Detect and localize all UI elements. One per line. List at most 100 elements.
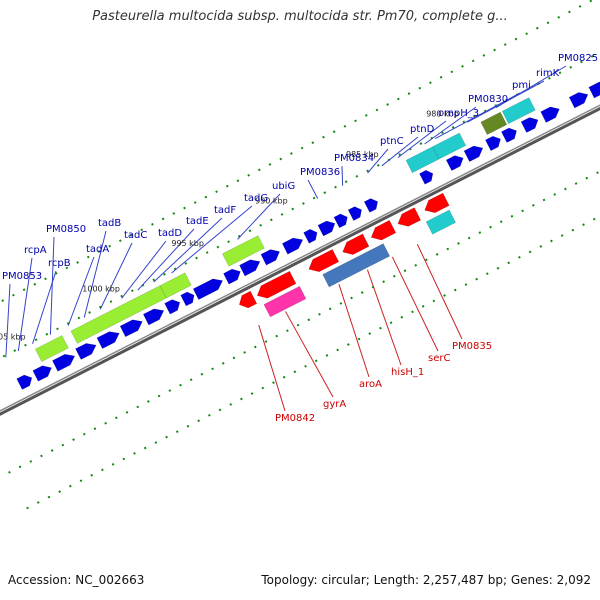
label-leader	[5, 283, 11, 358]
label-leader	[338, 284, 370, 378]
forward-cds-arrow	[445, 155, 464, 171]
forward-cds-arrow	[16, 374, 33, 390]
kbp-label: 990 kbp	[255, 196, 288, 205]
gene-label: PM0830	[468, 94, 508, 105]
forward-cds-arrow	[96, 331, 120, 349]
forward-cds-arrow	[317, 220, 336, 237]
gene-label: tadF	[214, 205, 236, 216]
forward-cds-arrow	[303, 229, 318, 244]
gene-label: ptnC	[380, 136, 404, 147]
forward-cds-arrow	[180, 291, 195, 307]
gene-label: tadE	[186, 216, 209, 227]
backbone-line	[0, 104, 600, 412]
forward-cds-arrow	[333, 213, 348, 229]
kbp-label: 985 kbp	[346, 150, 379, 159]
forward-cds-arrow	[463, 145, 484, 162]
label-leader	[121, 240, 167, 299]
label-leaders	[5, 65, 567, 412]
gene-label: pmi	[512, 80, 531, 91]
reverse-cog-bar	[425, 209, 456, 235]
label-leader	[83, 230, 107, 318]
label-leader	[366, 269, 402, 366]
gene-label: hisH_1	[391, 367, 424, 378]
forward-cds-arrow	[75, 343, 97, 360]
forward-cds-arrow	[52, 354, 76, 372]
reverse-cds-arrow	[424, 192, 450, 214]
forward-cds-arrow	[485, 135, 501, 152]
gene-label: ompH_3	[438, 108, 479, 119]
forward-cds-arrow	[164, 299, 181, 315]
gene-label: gyrA	[323, 399, 346, 410]
label-leader	[171, 205, 253, 274]
label-leader	[495, 65, 567, 109]
gene-label: tadD	[158, 228, 182, 239]
label-leader	[67, 256, 95, 326]
kbp-label: 995 kbp	[171, 239, 204, 248]
label-leader	[435, 92, 521, 140]
label-leader	[237, 193, 281, 240]
map-title: Pasteurella multocida subsp. multocida s…	[92, 9, 508, 24]
tick-row-outer	[0, 0, 595, 304]
tick-row-lower	[8, 170, 600, 474]
label-leader	[99, 242, 133, 310]
gene-label: PM0842	[275, 413, 315, 424]
reverse-cds-arrow	[308, 249, 340, 273]
gene-label: tadB	[98, 218, 121, 229]
label-leader	[258, 324, 286, 412]
kbp-label: 1000 kbp	[82, 285, 120, 294]
label-leader	[341, 165, 344, 186]
gene-label: PM0834	[334, 153, 374, 164]
reverse-cds-arrow	[256, 270, 297, 299]
label-leader	[153, 217, 223, 283]
forward-cds-arrow	[239, 259, 261, 277]
gene-label: tadA	[86, 244, 109, 255]
forward-cog-bar	[222, 235, 265, 267]
forward-cds-arrow	[501, 127, 517, 143]
reverse-cog-bar	[322, 243, 391, 288]
kbp-label: 1005 kbp	[0, 333, 26, 342]
forward-cds-arrow	[347, 206, 362, 221]
gene-label: tadG	[244, 193, 268, 204]
gene-label: aroA	[359, 379, 382, 390]
forward-cog-bar	[159, 272, 192, 299]
features-layer	[16, 81, 600, 390]
label-leader	[424, 106, 477, 145]
gene-label: PM0836	[300, 167, 340, 178]
gene-label: rimK	[536, 68, 560, 79]
forward-cds-arrow	[260, 249, 280, 266]
reverse-cog-bar	[263, 285, 307, 318]
backbone-layer	[0, 104, 600, 416]
gene-label: PM0850	[46, 224, 86, 235]
forward-cds-arrow	[568, 92, 589, 109]
reverse-cds-arrow	[238, 290, 258, 309]
label-leader	[17, 257, 33, 352]
forward-cds-arrow	[223, 268, 241, 285]
forward-cog-bar	[432, 132, 467, 160]
backbone-shadow	[0, 106, 600, 416]
forward-cds-arrow	[588, 81, 600, 99]
forward-cds-arrow	[363, 198, 378, 213]
gene-label: PM0853	[2, 271, 42, 282]
kbp-label: 980 kbp	[426, 109, 459, 118]
gene-label: PM0835	[452, 341, 492, 352]
accession-text: Accession: NC_002663	[8, 573, 145, 587]
genome-summary-text: Topology: circular; Length: 2,257,487 bp…	[261, 573, 591, 587]
forward-cds-arrow	[419, 170, 434, 185]
label-leader	[391, 256, 439, 352]
label-leader	[416, 244, 463, 340]
forward-cog-bar	[480, 111, 508, 135]
gene-label: rcpB	[48, 258, 71, 269]
gene-label: ubiG	[272, 181, 295, 192]
reverse-cds-arrow	[397, 207, 422, 227]
label-leader	[381, 136, 419, 167]
forward-cds-arrow	[540, 106, 560, 123]
forward-cog-bar	[34, 335, 69, 362]
label-leader	[307, 179, 319, 199]
reverse-cds-arrow	[370, 219, 397, 241]
labels-layer: 1005 kbp 1000 kbp 995 kbp 990 kbp 985 kbp 980…	[0, 53, 598, 424]
label-leader	[49, 236, 55, 335]
forward-cds-arrow	[192, 278, 223, 300]
tick-row-bottom	[26, 215, 600, 510]
